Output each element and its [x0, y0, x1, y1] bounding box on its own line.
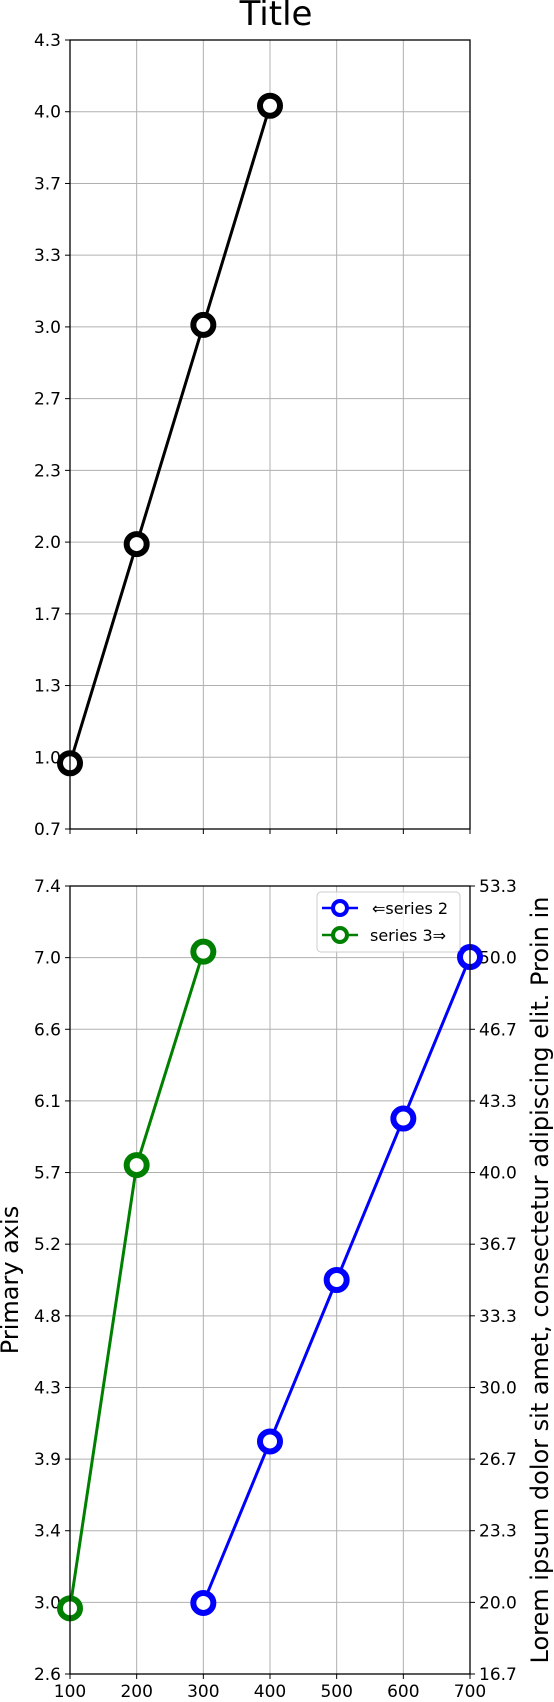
- bottom-ytick-label: 5.7: [34, 1164, 61, 1184]
- bottom-y2tick-label: 53.3: [479, 877, 517, 897]
- top-chart-ticks: 0.7 1.0 1.3 1.7 2.0 2.3 2.7 3.0 3.3 3.7 4.0 4.3: [34, 31, 471, 840]
- top-chart-frame: [69, 39, 471, 830]
- top-ytick-label: 1.7: [34, 605, 61, 625]
- bottom-y2tick-label: 20.0: [479, 1593, 517, 1613]
- bottom-xtick-label: 100: [54, 1682, 86, 1702]
- legend-series-3-marker: [331, 926, 349, 944]
- top-ytick-label: 4.3: [34, 31, 61, 51]
- bottom-y2tick-label: 36.7: [479, 1235, 517, 1255]
- bottom-ytick-label: 2.6: [34, 1665, 61, 1685]
- top-chart-grid: [70, 40, 470, 829]
- top-ytick-label: 0.7: [34, 820, 61, 840]
- legend-series-2-label: ⇐series 2: [372, 899, 448, 918]
- legend: ⇐series 2 series 3⇒: [316, 891, 461, 953]
- bottom-ytick-label: 3.9: [34, 1450, 61, 1470]
- top-chart: Title 0.7 1.0 1.3 1.7 2.0 2.3 2.7 3.0 3.3 3.7 4.0 4…: [34, 0, 471, 840]
- bottom-y2tick-label: 43.3: [479, 1092, 517, 1112]
- top-ytick-label: 2.0: [34, 533, 61, 553]
- bottom-ytick-label: 4.3: [34, 1378, 61, 1398]
- top-ytick-label: 4.0: [34, 103, 61, 123]
- chart-title: Title: [239, 0, 313, 34]
- bottom-xtick-label: 600: [387, 1682, 419, 1702]
- bottom-ytick-label: 3.0: [34, 1593, 61, 1613]
- bottom-chart-ticks: 100 200 300 400 500 600 700 2.6 3.0 3.4 3.9 4.3 4.8 5…: [34, 877, 517, 1702]
- bottom-series-2-point: [123, 1152, 150, 1179]
- top-series-1-point: [123, 531, 150, 558]
- bottom-series-1-point: [190, 1589, 217, 1616]
- top-ytick-label: 2.7: [34, 390, 61, 410]
- bottom-ytick-label: 7.4: [34, 877, 61, 897]
- top-ytick-label: 3.0: [34, 318, 61, 338]
- legend-series-3-label: series 3⇒: [370, 926, 446, 945]
- bottom-y2tick-label: 16.7: [479, 1665, 517, 1685]
- top-series-1-point: [257, 92, 283, 119]
- bottom-ytick-label: 6.1: [34, 1092, 61, 1112]
- top-ytick-label: 1.3: [34, 677, 61, 697]
- top-ytick-label: 3.7: [34, 174, 61, 194]
- top-series-1-point: [190, 311, 217, 338]
- top-series-1-line: [68, 105, 272, 764]
- bottom-ytick-label: 7.0: [34, 949, 61, 969]
- bottom-ytick-label: 3.4: [34, 1522, 61, 1542]
- secondary-axis-label: Lorem ipsum dolor sit amet, consectetur …: [526, 897, 554, 1664]
- bottom-xtick-label: 500: [320, 1682, 352, 1702]
- bottom-y2tick-label: 26.7: [479, 1450, 517, 1470]
- bottom-xtick-label: 300: [187, 1682, 219, 1702]
- bottom-chart-frame: [69, 885, 471, 1675]
- bottom-y2tick-label: 40.0: [479, 1164, 517, 1184]
- bottom-xtick-label: 400: [254, 1682, 286, 1702]
- bottom-ytick-label: 6.6: [34, 1020, 61, 1040]
- bottom-y2tick-label: 46.7: [479, 1020, 517, 1040]
- bottom-y2tick-label: 30.0: [479, 1378, 517, 1398]
- bottom-ytick-label: 4.8: [34, 1307, 61, 1327]
- bottom-chart-grid: [70, 886, 470, 1674]
- top-ytick-label: 3.3: [34, 246, 61, 266]
- bottom-xtick-label: 200: [120, 1682, 152, 1702]
- bottom-series-1-point: [323, 1267, 350, 1293]
- top-chart-series: [57, 92, 283, 777]
- primary-axis-label: Primary axis: [0, 1206, 24, 1354]
- bottom-series-1-point: [390, 1105, 417, 1132]
- bottom-chart: 100 200 300 400 500 600 700 2.6 3.0 3.4 3.9 4.3 4.8 5…: [0, 877, 554, 1702]
- bottom-series-2-point: [190, 938, 217, 965]
- bottom-y2tick-label: 23.3: [479, 1522, 517, 1542]
- bottom-y2tick-label: 33.3: [479, 1307, 517, 1327]
- bottom-ytick-label: 5.2: [34, 1235, 61, 1255]
- bottom-y2tick-label: 50.0: [479, 949, 517, 969]
- top-ytick-label: 1.0: [34, 748, 61, 768]
- top-ytick-label: 2.3: [34, 461, 61, 481]
- bottom-chart-series: [57, 938, 483, 1622]
- bottom-xtick-label: 700: [454, 1682, 486, 1702]
- bottom-series-1-point: [257, 1428, 283, 1455]
- legend-series-2-marker: [331, 899, 349, 917]
